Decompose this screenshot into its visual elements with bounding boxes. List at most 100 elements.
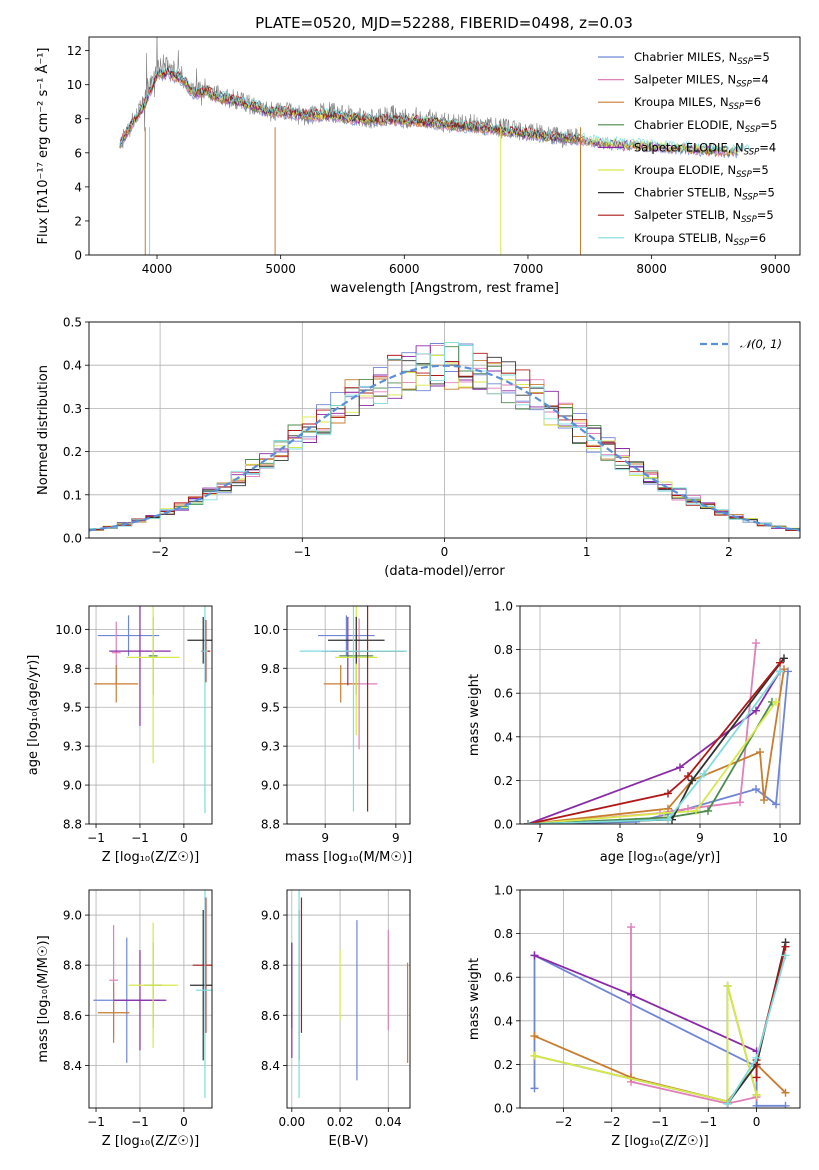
plot-area-age-vs-z — [94, 606, 212, 814]
weight-marker — [530, 1032, 539, 1041]
legend-entry: Salpeter STELIB, NSSP=5 — [634, 208, 774, 225]
y-axis-label: mass weight — [467, 674, 482, 756]
x-axis-label: Z [log₁₀(Z/Z☉)] — [102, 850, 199, 865]
weight-marker — [752, 1053, 761, 1062]
legend-label: Chabrier MILES, N — [634, 50, 737, 64]
x-tick-label: −1 — [699, 1115, 717, 1129]
legend-count: =4 — [752, 73, 769, 87]
weight-marker — [772, 800, 780, 809]
weight-marker — [723, 1099, 732, 1108]
axes-frame — [286, 889, 411, 1109]
y-tick-label: 0.0 — [494, 1102, 513, 1116]
y-tick-label: 10 — [67, 78, 82, 92]
weight-series — [524, 665, 788, 824]
legend-entry: Chabrier STELIB, NSSP=5 — [634, 186, 775, 203]
y-tick-label: 8.4 — [261, 1059, 280, 1073]
errorbar-point — [202, 606, 208, 814]
errorbar-point — [299, 606, 408, 812]
y-tick-label: 4 — [74, 180, 82, 194]
x-tick-label: 0 — [753, 1115, 761, 1129]
y-tick-label: 2 — [74, 214, 82, 228]
y-tick-label: 8.8 — [63, 959, 82, 973]
plot-area-mass-vs-ebv — [291, 890, 409, 1098]
x-tick-label: −1 — [651, 1115, 669, 1129]
legend-residuals: 𝒩(0, 1) — [700, 337, 782, 351]
x-axis-label: wavelength [Angstrom, rest frame] — [330, 281, 559, 296]
panel-mass-vs-ebv: 0.00 0.02 0.04 8.4 8.6 8.8 9.0 E(B-V) — [261, 889, 411, 1149]
legend-subscript: SSP — [745, 125, 761, 135]
y-tick-label: 0.2 — [494, 1058, 513, 1072]
y-tick-label: 9.3 — [261, 740, 280, 754]
weight-series — [627, 923, 761, 1108]
weight-marker — [780, 654, 788, 663]
histogram-step — [89, 342, 800, 530]
legend-count: =5 — [757, 208, 774, 222]
panel-weight-vs-age: 7 8 9 10 0.0 0.2 0.4 0.6 0.8 1.0 age [log₁₀(age/yr… — [467, 600, 801, 865]
x-tick-label: 0.04 — [375, 1115, 402, 1129]
legend-entry: Chabrier MILES, NSSP=5 — [634, 50, 770, 67]
legend-label: Salpeter ELODIE, N — [634, 140, 744, 154]
legend-count: =6 — [744, 95, 761, 109]
legend-entry: Salpeter ELODIE, NSSP=4 — [634, 140, 776, 157]
errorbar-point — [128, 922, 178, 1048]
x-tick-label: −1 — [87, 1115, 105, 1129]
weight-marker — [627, 923, 636, 932]
x-tick-label: 1 — [583, 545, 591, 559]
axes-frame — [88, 36, 801, 256]
legend-subscript: SSP — [736, 170, 752, 180]
x-tick-label: 9 — [321, 831, 329, 845]
weight-marker — [781, 942, 790, 951]
weight-marker — [760, 796, 768, 805]
legend-label: Kroupa MILES, N — [634, 95, 729, 109]
legend-label: Chabrier ELODIE, N — [634, 118, 745, 132]
x-tick-label: 8 — [616, 831, 624, 845]
weight-line — [534, 954, 757, 1053]
plot-area-mass-vs-z — [93, 890, 212, 1098]
weight-marker — [756, 748, 764, 757]
x-tick-label: −2 — [555, 1115, 573, 1129]
plot-area-spectrum — [119, 37, 751, 255]
legend-subscript: SSP — [742, 193, 758, 203]
weight-line — [534, 985, 758, 1103]
x-tick-label: 0.02 — [327, 1115, 354, 1129]
y-tick-label: 8.8 — [261, 818, 280, 832]
weight-line — [527, 701, 777, 824]
x-tick-label: 4000 — [142, 262, 173, 276]
weight-marker — [781, 951, 790, 960]
y-tick-label: 0 — [74, 249, 82, 263]
x-tick-label: −2 — [151, 545, 169, 559]
x-tick-label: 9 — [696, 831, 704, 845]
x-axis-label: Z [log₁₀(Z/Z☉)] — [611, 1134, 708, 1149]
legend-count: =5 — [758, 186, 775, 200]
plot-area-weight-vs-z — [530, 923, 790, 1108]
legend-count: =4 — [759, 140, 776, 154]
weight-marker — [752, 639, 760, 648]
x-tick-label: 7 — [536, 831, 544, 845]
axes-frame — [286, 605, 411, 825]
legend-entry: Kroupa STELIB, NSSP=6 — [634, 231, 766, 248]
weight-marker — [752, 1073, 761, 1082]
x-tick-label: 2 — [725, 545, 733, 559]
y-axis-label: Flux [fλ10⁻¹⁷ erg cm⁻² s⁻¹ Å⁻¹] — [35, 48, 51, 245]
legend-subscript: SSP — [744, 147, 760, 157]
grid-age-vs-z — [89, 606, 212, 825]
legend-subscript: SSP — [737, 57, 753, 67]
legend-label: Chabrier STELIB, N — [634, 186, 742, 200]
y-tick-label: 8.8 — [63, 818, 82, 832]
weight-marker — [781, 1088, 790, 1097]
legend-label: Salpeter STELIB, N — [634, 208, 741, 222]
grid-mass-vs-ebv — [287, 890, 410, 1108]
weight-line — [527, 671, 789, 824]
weight-marker — [530, 1084, 539, 1093]
y-axis-label: age [log₁₀(age/yr)] — [26, 655, 41, 776]
weight-marker — [530, 951, 539, 960]
x-tick-label: −1 — [131, 1115, 149, 1129]
y-tick-label: 8.6 — [261, 1009, 280, 1023]
y-tick-label: 8.4 — [63, 1059, 82, 1073]
errorbar-point — [187, 616, 212, 664]
panel-weight-vs-z: −2 −2 −1 −1 0 0.0 0.2 0.4 0.6 0.8 1.0 Z [log₁₀(Z/Z☉… — [467, 884, 801, 1149]
y-tick-label: 0.1 — [63, 488, 82, 502]
y-tick-label: 9.8 — [261, 662, 280, 676]
